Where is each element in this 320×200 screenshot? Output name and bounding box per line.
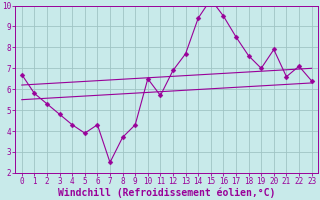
X-axis label: Windchill (Refroidissement éolien,°C): Windchill (Refroidissement éolien,°C) [58, 187, 276, 198]
